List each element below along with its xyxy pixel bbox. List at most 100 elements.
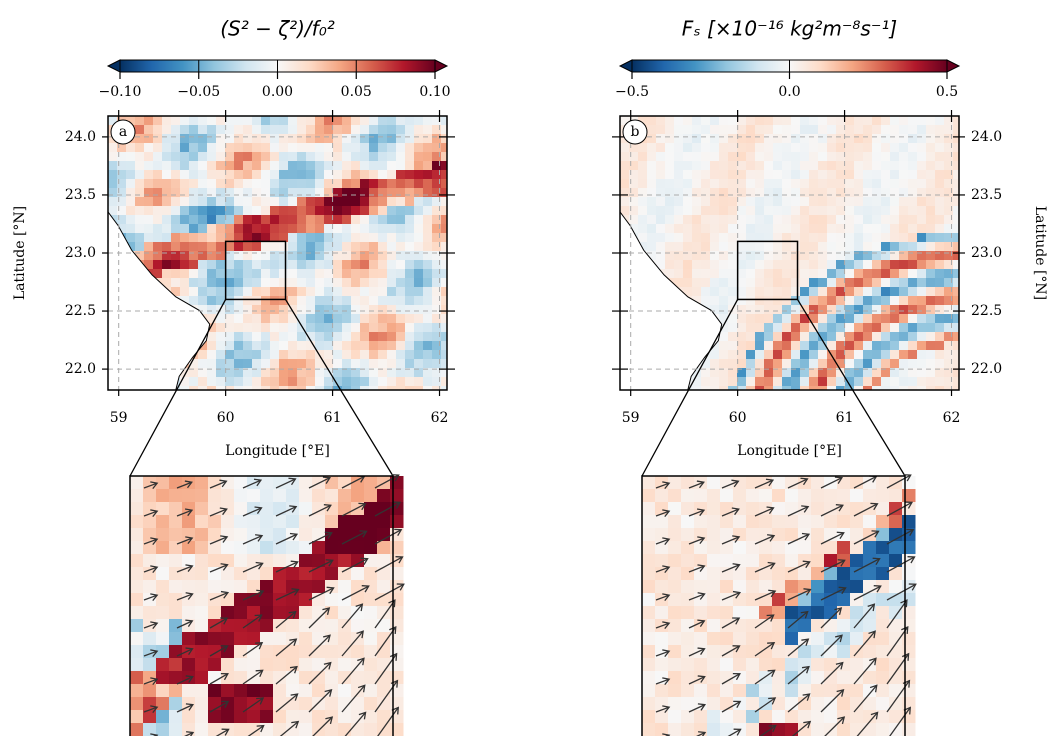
field-cell bbox=[737, 179, 747, 189]
field-cell bbox=[764, 260, 774, 270]
field-cell bbox=[917, 305, 927, 315]
inset-cell bbox=[338, 580, 352, 594]
field-cell bbox=[908, 197, 918, 207]
field-cell bbox=[423, 233, 433, 243]
field-cell bbox=[414, 116, 424, 126]
inset-cell bbox=[195, 476, 209, 490]
field-cell bbox=[701, 134, 711, 144]
field-cell bbox=[207, 116, 217, 126]
field-cell bbox=[827, 287, 837, 297]
field-cell bbox=[683, 170, 693, 180]
inset-cell bbox=[377, 645, 391, 659]
field-cell bbox=[162, 251, 172, 261]
field-cell bbox=[387, 197, 397, 207]
field-cell bbox=[162, 233, 172, 243]
inset-cell bbox=[182, 710, 196, 724]
field-cell bbox=[890, 116, 900, 126]
field-cell bbox=[189, 179, 199, 189]
field-cell bbox=[279, 251, 289, 261]
inset-cell bbox=[221, 567, 235, 581]
field-cell bbox=[881, 215, 891, 225]
field-cell bbox=[216, 260, 226, 270]
inset-cell bbox=[273, 606, 287, 620]
field-cell bbox=[926, 296, 936, 306]
field-cell bbox=[782, 170, 792, 180]
field-cell bbox=[692, 125, 702, 135]
field-cell bbox=[315, 296, 325, 306]
field-cell bbox=[378, 161, 388, 171]
field-cell bbox=[899, 359, 909, 369]
field-cell bbox=[953, 152, 963, 162]
inset-cell bbox=[811, 723, 825, 736]
inset-cell bbox=[811, 645, 825, 659]
field-cell bbox=[872, 233, 882, 243]
field-cell bbox=[387, 287, 397, 297]
field-cell bbox=[288, 125, 298, 135]
inset-cell bbox=[234, 697, 248, 711]
field-cell bbox=[827, 224, 837, 234]
inset-cell bbox=[668, 684, 682, 698]
field-cell bbox=[737, 251, 747, 261]
field-cell bbox=[773, 305, 783, 315]
field-cell bbox=[441, 224, 451, 234]
field-cell bbox=[755, 143, 765, 153]
field-cell bbox=[638, 152, 648, 162]
field-cell bbox=[432, 206, 442, 216]
field-cell bbox=[369, 143, 379, 153]
field-cell bbox=[369, 332, 379, 342]
field-cell bbox=[683, 206, 693, 216]
field-cell bbox=[638, 143, 648, 153]
field-cell bbox=[441, 260, 451, 270]
inset-cell bbox=[889, 554, 903, 568]
field-cell bbox=[782, 323, 792, 333]
field-cell bbox=[369, 323, 379, 333]
field-cell bbox=[854, 341, 864, 351]
inset-cell bbox=[325, 645, 339, 659]
inset-cell bbox=[642, 515, 656, 529]
field-cell bbox=[764, 350, 774, 360]
field-cell bbox=[854, 170, 864, 180]
inset-cell bbox=[785, 684, 799, 698]
field-cell bbox=[728, 188, 738, 198]
field-cell bbox=[333, 269, 343, 279]
field-cell bbox=[270, 188, 280, 198]
field-cell bbox=[108, 152, 118, 162]
inset-cell bbox=[863, 671, 877, 685]
field-cell bbox=[378, 215, 388, 225]
inset-cell bbox=[156, 541, 170, 555]
field-cell bbox=[378, 305, 388, 315]
field-cell bbox=[423, 161, 433, 171]
inset-cell bbox=[364, 632, 378, 646]
field-cell bbox=[926, 278, 936, 288]
field-cell bbox=[423, 269, 433, 279]
field-cell bbox=[171, 269, 181, 279]
field-cell bbox=[719, 188, 729, 198]
field-cell bbox=[647, 206, 657, 216]
field-cell bbox=[935, 305, 945, 315]
field-cell bbox=[746, 260, 756, 270]
field-cell bbox=[342, 188, 352, 198]
field-cell bbox=[953, 350, 963, 360]
field-cell bbox=[827, 242, 837, 252]
field-cell bbox=[180, 260, 190, 270]
field-cell bbox=[288, 206, 298, 216]
field-cell bbox=[863, 242, 873, 252]
field-cell bbox=[890, 188, 900, 198]
field-cell bbox=[881, 251, 891, 261]
field-cell bbox=[225, 269, 235, 279]
field-cell bbox=[243, 323, 253, 333]
field-cell bbox=[432, 332, 442, 342]
inset-cell bbox=[377, 684, 391, 698]
field-cell bbox=[108, 143, 118, 153]
field-cell bbox=[692, 134, 702, 144]
field-cell bbox=[126, 224, 136, 234]
field-cell bbox=[791, 152, 801, 162]
field-cell bbox=[755, 314, 765, 324]
inset-cell bbox=[798, 645, 812, 659]
field-cell bbox=[953, 134, 963, 144]
field-cell bbox=[207, 287, 217, 297]
field-cell bbox=[710, 278, 720, 288]
field-cell bbox=[863, 260, 873, 270]
field-cell bbox=[351, 116, 361, 126]
field-cell bbox=[207, 242, 217, 252]
